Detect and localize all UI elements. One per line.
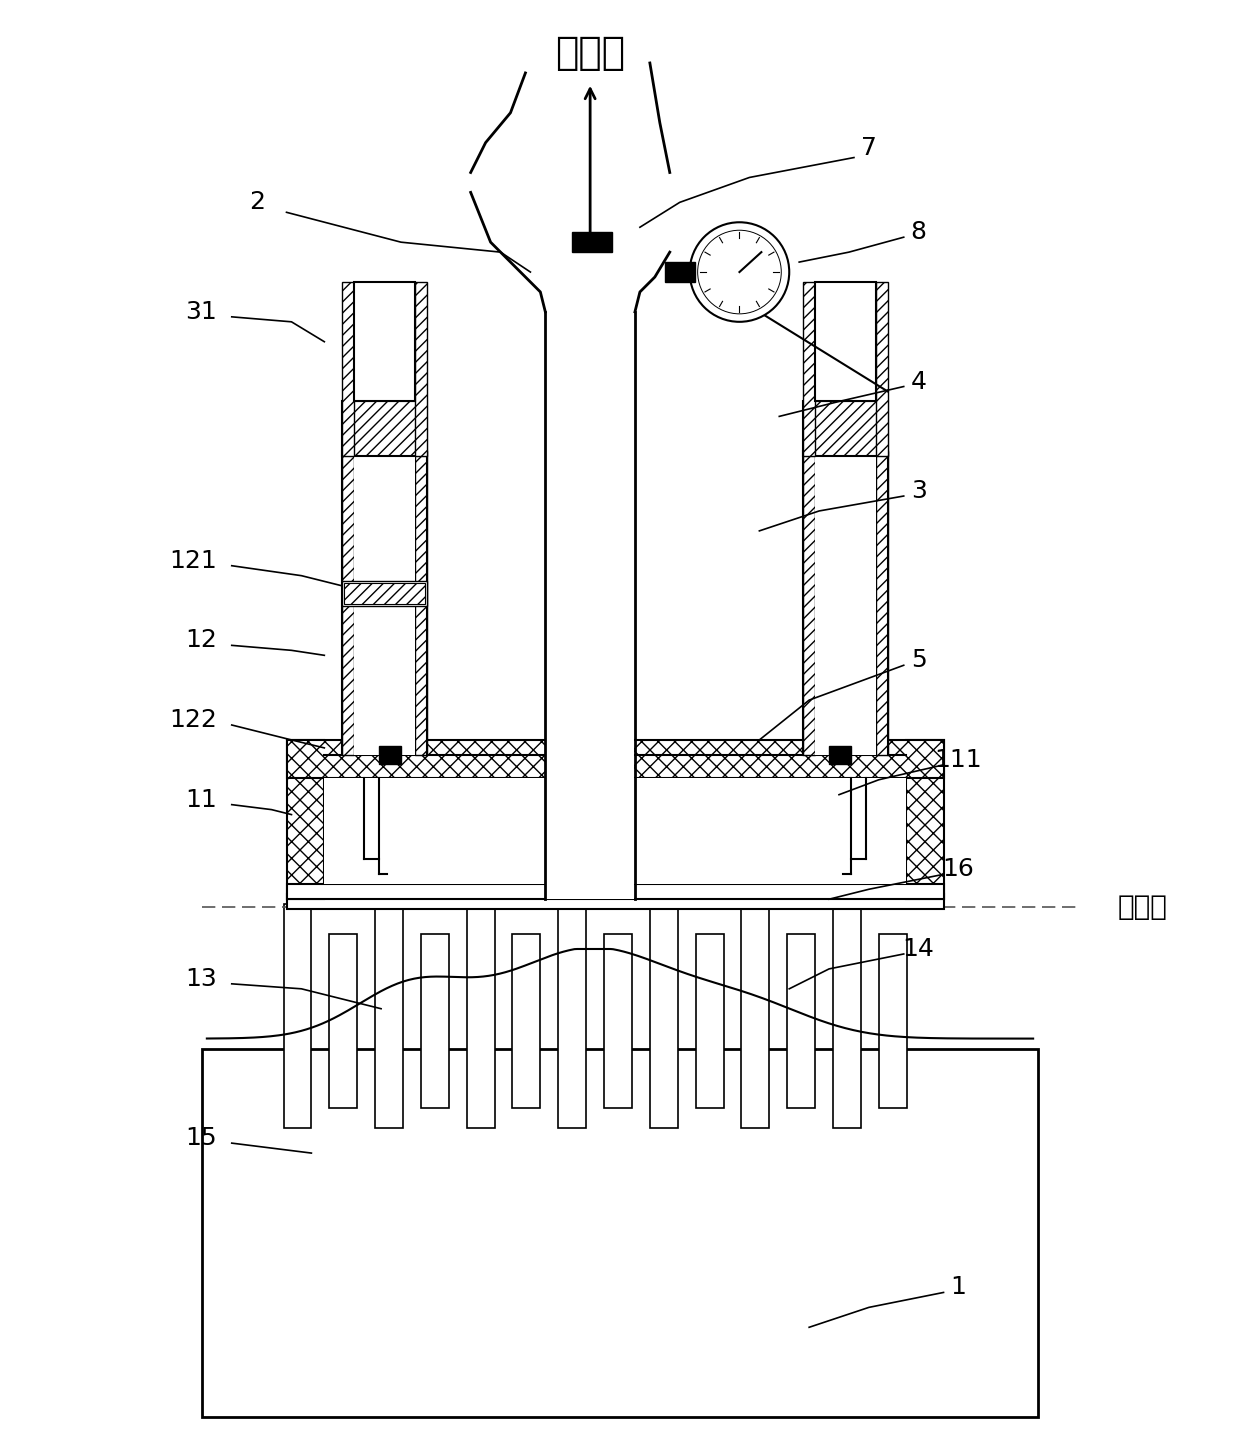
Bar <box>815 281 875 402</box>
Text: 14: 14 <box>903 937 935 961</box>
Bar <box>696 934 723 1108</box>
Text: 5: 5 <box>911 648 926 673</box>
Bar <box>804 451 815 755</box>
Bar <box>830 745 851 764</box>
Bar <box>342 580 427 606</box>
Bar <box>875 451 888 755</box>
Bar <box>742 905 769 1128</box>
Text: 13: 13 <box>185 967 217 990</box>
Text: 负压源: 负压源 <box>556 33 625 72</box>
Text: 11: 11 <box>185 787 217 812</box>
Text: 2: 2 <box>249 190 264 215</box>
Bar <box>355 281 415 402</box>
Bar <box>342 281 355 457</box>
Bar <box>415 281 427 457</box>
Bar <box>342 451 355 755</box>
Text: 111: 111 <box>935 748 982 771</box>
Bar <box>379 745 401 764</box>
Text: 控制线: 控制线 <box>1117 893 1168 921</box>
Bar <box>202 1048 1038 1417</box>
Bar <box>415 451 427 755</box>
Bar <box>286 740 944 777</box>
Circle shape <box>698 231 781 313</box>
Text: 1: 1 <box>951 1276 966 1299</box>
Bar <box>905 740 944 899</box>
Text: 122: 122 <box>169 708 217 732</box>
Bar <box>815 451 875 755</box>
Text: 3: 3 <box>910 478 926 503</box>
Text: 31: 31 <box>185 300 217 323</box>
Bar <box>466 905 495 1128</box>
Bar <box>665 262 694 281</box>
Bar <box>558 905 587 1128</box>
Bar <box>833 905 861 1128</box>
Bar <box>420 934 449 1108</box>
Bar <box>286 895 944 909</box>
Bar <box>345 583 425 603</box>
Bar <box>284 905 311 1128</box>
Bar <box>330 934 357 1108</box>
Bar <box>879 934 906 1108</box>
Bar <box>787 934 815 1108</box>
Bar <box>325 777 905 884</box>
Bar <box>286 884 944 899</box>
Text: 8: 8 <box>910 220 926 244</box>
Text: 7: 7 <box>861 136 877 160</box>
Bar <box>572 232 613 252</box>
Bar <box>650 905 678 1128</box>
Bar <box>355 451 415 755</box>
Bar <box>804 281 815 457</box>
Text: 12: 12 <box>185 628 217 652</box>
Bar <box>342 402 427 457</box>
Bar <box>376 905 403 1128</box>
Bar <box>547 312 634 899</box>
Text: 121: 121 <box>169 548 217 573</box>
Text: 16: 16 <box>942 857 975 882</box>
Bar <box>512 934 541 1108</box>
Bar <box>804 402 888 457</box>
Circle shape <box>689 222 789 322</box>
Text: 4: 4 <box>910 370 926 393</box>
Bar <box>286 740 325 899</box>
Bar <box>604 934 632 1108</box>
Bar <box>875 281 888 457</box>
Text: 15: 15 <box>185 1127 217 1150</box>
